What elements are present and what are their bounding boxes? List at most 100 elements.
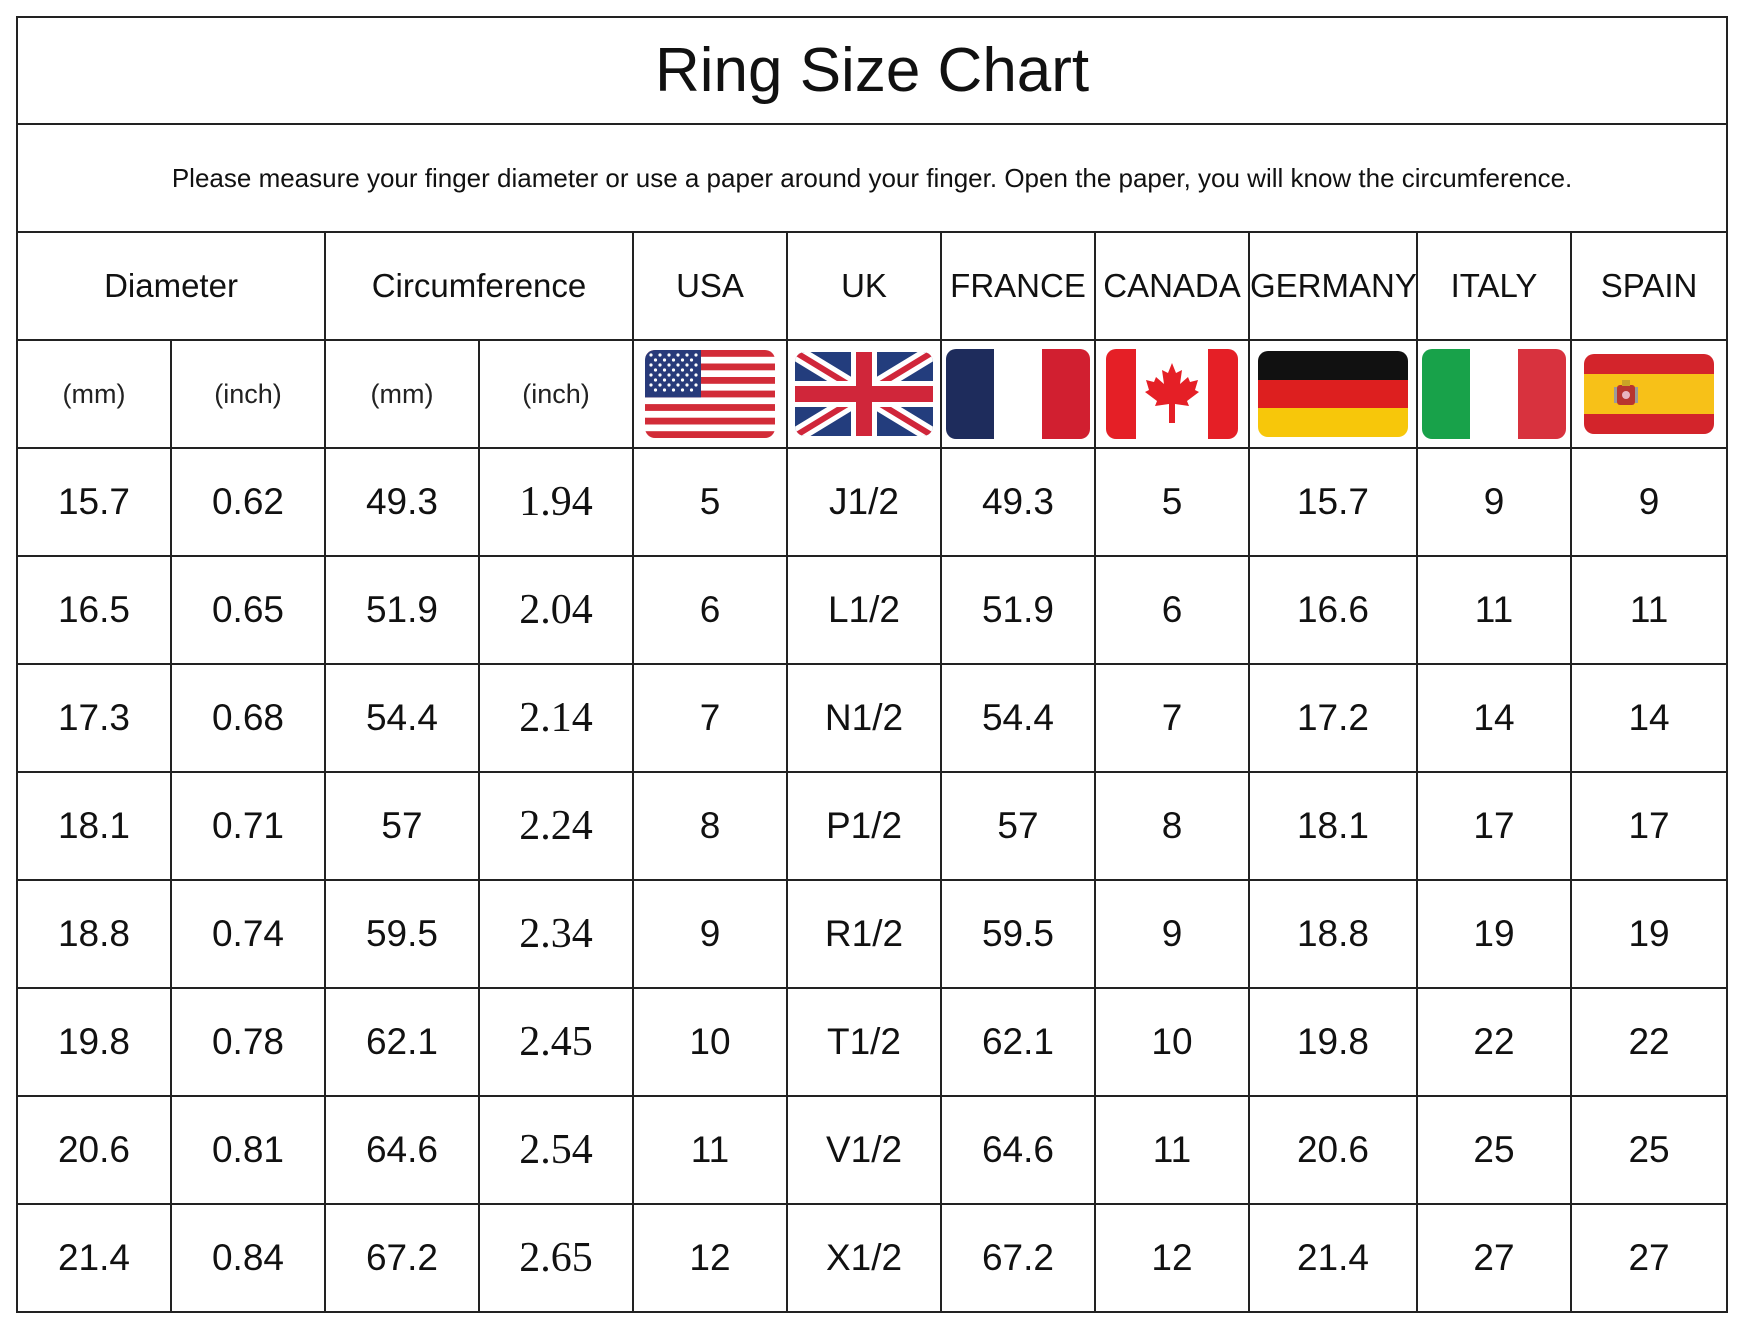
cell-france: 51.9 (940, 555, 1096, 665)
cell-france: 57 (940, 771, 1096, 881)
france-flag-icon (946, 349, 1090, 439)
chart-title: Ring Size Chart (15, 16, 1729, 125)
cell-germany: 21.4 (1248, 1203, 1418, 1313)
cell-circumference-inch: 2.45 (478, 987, 634, 1097)
table-row: 18.8 0.74 59.5 2.34 9 R1/2 59.5 9 18.8 19 19 (16, 879, 1729, 989)
table-row: 16.5 0.65 51.9 2.04 6 L1/2 51.9 6 16.6 11 11 (16, 555, 1729, 665)
cell-circumference-mm: 59.5 (324, 879, 480, 989)
cell-italy: 19 (1416, 879, 1572, 989)
italy-flag-cell (1416, 339, 1572, 449)
canada-flag-icon (1106, 349, 1238, 439)
cell-canada: 9 (1094, 879, 1250, 989)
cell-canada: 10 (1094, 987, 1250, 1097)
cell-germany: 18.8 (1248, 879, 1418, 989)
cell-usa: 5 (632, 447, 788, 557)
cell-italy: 17 (1416, 771, 1572, 881)
cell-spain: 11 (1569, 555, 1729, 665)
spain-flag-icon (1584, 354, 1715, 434)
header-usa: USA (632, 231, 788, 341)
cell-spain: 25 (1569, 1095, 1729, 1205)
germany-flag-icon (1258, 351, 1408, 437)
usa-flag-cell (632, 339, 788, 449)
cell-circumference-inch: 2.34 (478, 879, 634, 989)
cell-canada: 8 (1094, 771, 1250, 881)
cell-usa: 9 (632, 879, 788, 989)
cell-circumference-inch: 1.94 (478, 447, 634, 557)
cell-france: 62.1 (940, 987, 1096, 1097)
cell-spain: 14 (1569, 663, 1729, 773)
cell-diameter-mm: 21.4 (16, 1203, 172, 1313)
cell-spain: 27 (1569, 1203, 1729, 1313)
cell-circumference-inch: 2.65 (478, 1203, 634, 1313)
cell-diameter-inch: 0.84 (170, 1203, 326, 1313)
cell-diameter-inch: 0.78 (170, 987, 326, 1097)
italy-flag-icon (1422, 349, 1566, 439)
cell-circumference-mm: 51.9 (324, 555, 480, 665)
header-france: FRANCE (940, 231, 1096, 341)
table-row: 20.6 0.81 64.6 2.54 11 V1/2 64.6 11 20.6 25 25 (16, 1095, 1729, 1205)
cell-canada: 11 (1094, 1095, 1250, 1205)
uk-flag-icon (795, 352, 933, 436)
cell-canada: 6 (1094, 555, 1250, 665)
cell-circumference-inch: 2.24 (478, 771, 634, 881)
cell-france: 54.4 (940, 663, 1096, 773)
uk-flag-cell (786, 339, 942, 449)
cell-uk: N1/2 (786, 663, 942, 773)
unit-circumference-mm: (mm) (324, 339, 480, 449)
canada-flag-cell (1094, 339, 1250, 449)
table-row: 15.7 0.62 49.3 1.94 5 J1/2 49.3 5 15.7 9 9 (16, 447, 1729, 557)
table-row: 17.3 0.68 54.4 2.14 7 N1/2 54.4 7 17.2 14 14 (16, 663, 1729, 773)
cell-circumference-mm: 64.6 (324, 1095, 480, 1205)
header-diameter: Diameter (16, 231, 326, 341)
cell-italy: 25 (1416, 1095, 1572, 1205)
header-uk: UK (786, 231, 942, 341)
cell-diameter-mm: 19.8 (16, 987, 172, 1097)
cell-france: 64.6 (940, 1095, 1096, 1205)
cell-uk: P1/2 (786, 771, 942, 881)
cell-uk: L1/2 (786, 555, 942, 665)
cell-circumference-inch: 2.54 (478, 1095, 634, 1205)
cell-usa: 7 (632, 663, 788, 773)
cell-germany: 20.6 (1248, 1095, 1418, 1205)
cell-circumference-mm: 54.4 (324, 663, 480, 773)
cell-diameter-mm: 18.1 (16, 771, 172, 881)
cell-circumference-inch: 2.04 (478, 555, 634, 665)
usa-flag-icon (645, 350, 775, 438)
ring-size-chart: Ring Size Chart Please measure your fing… (15, 16, 1729, 1313)
cell-spain: 19 (1569, 879, 1729, 989)
cell-uk: R1/2 (786, 879, 942, 989)
unit-circumference-inch: (inch) (478, 339, 634, 449)
cell-diameter-inch: 0.74 (170, 879, 326, 989)
cell-italy: 9 (1416, 447, 1572, 557)
unit-diameter-inch: (inch) (170, 339, 326, 449)
cell-circumference-mm: 62.1 (324, 987, 480, 1097)
cell-diameter-inch: 0.62 (170, 447, 326, 557)
cell-spain: 22 (1569, 987, 1729, 1097)
cell-spain: 17 (1569, 771, 1729, 881)
cell-spain: 9 (1569, 447, 1729, 557)
cell-italy: 14 (1416, 663, 1572, 773)
cell-diameter-inch: 0.81 (170, 1095, 326, 1205)
spain-flag-cell (1569, 339, 1729, 449)
cell-usa: 8 (632, 771, 788, 881)
cell-diameter-mm: 18.8 (16, 879, 172, 989)
cell-france: 67.2 (940, 1203, 1096, 1313)
cell-canada: 12 (1094, 1203, 1250, 1313)
cell-france: 49.3 (940, 447, 1096, 557)
cell-circumference-mm: 49.3 (324, 447, 480, 557)
cell-germany: 19.8 (1248, 987, 1418, 1097)
cell-circumference-mm: 67.2 (324, 1203, 480, 1313)
cell-uk: T1/2 (786, 987, 942, 1097)
cell-diameter-mm: 20.6 (16, 1095, 172, 1205)
header-circumference: Circumference (324, 231, 634, 341)
cell-usa: 10 (632, 987, 788, 1097)
cell-diameter-inch: 0.65 (170, 555, 326, 665)
cell-canada: 5 (1094, 447, 1250, 557)
header-germany: GERMANY (1248, 231, 1418, 341)
cell-circumference-mm: 57 (324, 771, 480, 881)
france-flag-cell (940, 339, 1096, 449)
cell-germany: 18.1 (1248, 771, 1418, 881)
cell-germany: 15.7 (1248, 447, 1418, 557)
header-canada: CANADA (1094, 231, 1250, 341)
table-row: 21.4 0.84 67.2 2.65 12 X1/2 67.2 12 21.4 27 27 (16, 1203, 1729, 1313)
